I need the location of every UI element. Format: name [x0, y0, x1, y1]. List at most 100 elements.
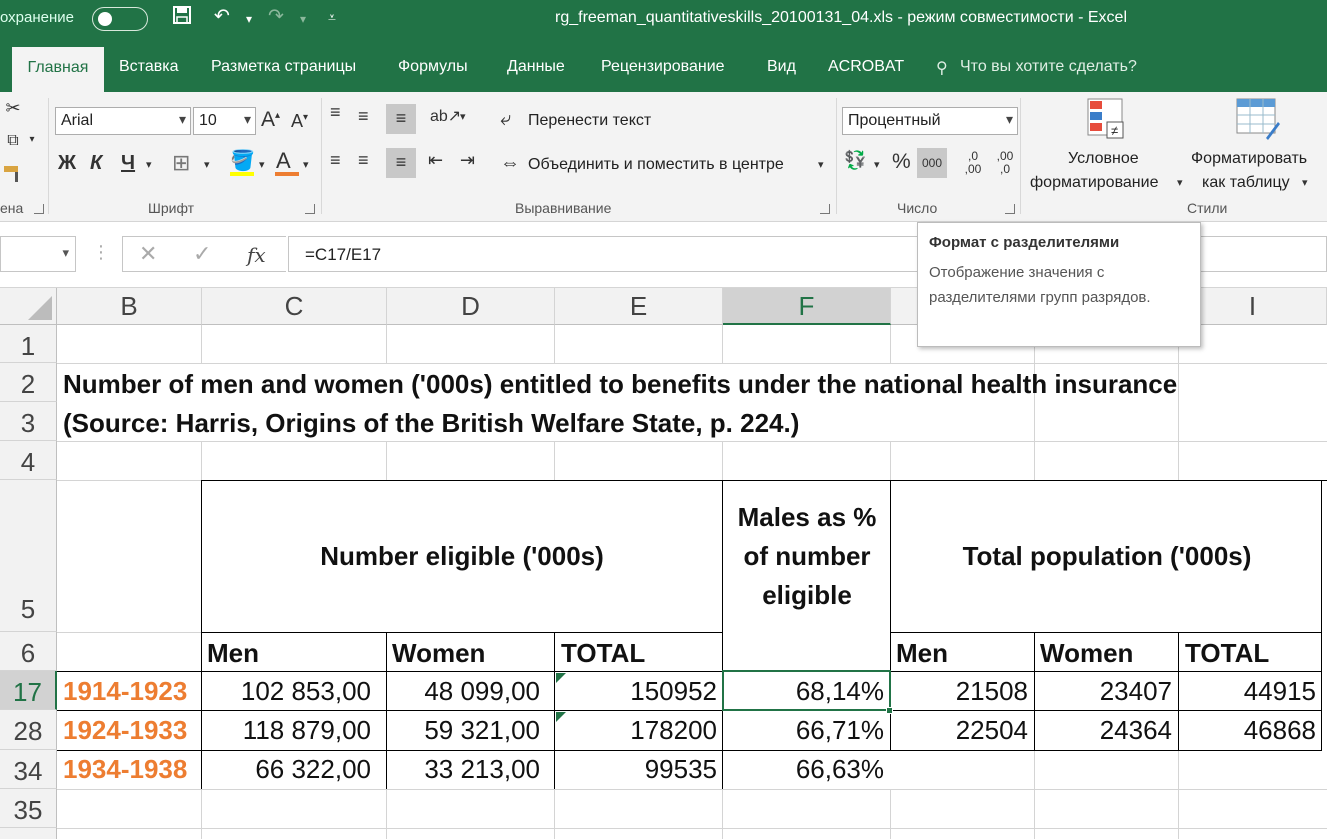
column-header-d[interactable]: D	[387, 288, 555, 325]
women-cell[interactable]: 59 321,00	[424, 715, 540, 745]
row-header-36[interactable]	[0, 828, 57, 839]
fill-handle[interactable]	[886, 707, 893, 714]
tab-page-layout[interactable]: Разметка страницы	[211, 58, 357, 75]
column-header-f[interactable]: F	[723, 288, 891, 325]
shrink-font-icon[interactable]: A▾	[291, 111, 309, 131]
wrap-text-icon[interactable]: ⤶	[500, 108, 512, 130]
alignment-launcher-icon[interactable]	[820, 204, 830, 214]
grow-font-icon[interactable]: A▴	[261, 108, 281, 131]
conditional-formatting-icon[interactable]: ≠	[1087, 98, 1129, 147]
tab-insert[interactable]: Вставка	[119, 58, 179, 75]
save-icon[interactable]	[172, 5, 192, 31]
clipboard-launcher-icon[interactable]	[34, 204, 44, 214]
subheader-pop-total[interactable]: TOTAL	[1185, 638, 1270, 668]
currency-dropdown-icon[interactable]: ▾	[874, 159, 880, 171]
men-cell[interactable]: 66 322,00	[255, 754, 371, 784]
tab-acrobat[interactable]: ACROBAT	[828, 58, 905, 75]
percent-button[interactable]: %	[892, 150, 911, 173]
row-header-35[interactable]: 35	[0, 789, 57, 828]
period-cell[interactable]: 1914-1923	[63, 676, 188, 706]
increase-decimal-button[interactable]: ,0 ,00	[964, 149, 982, 176]
number-launcher-icon[interactable]	[1005, 204, 1015, 214]
format-as-table-dropdown-icon[interactable]: ▾	[1302, 177, 1308, 189]
women-cell[interactable]: 33 213,00	[424, 754, 540, 784]
pop-total-cell[interactable]: 46868	[1243, 715, 1316, 745]
decrease-decimal-button[interactable]: ,00 ,0	[996, 149, 1014, 176]
align-center-icon[interactable]: ≡	[358, 150, 369, 170]
align-top-icon[interactable]: ≡	[330, 102, 341, 122]
font-name-combo[interactable]: Arial	[55, 107, 191, 135]
header-males-percent[interactable]: Males as % of number eligible	[737, 502, 877, 610]
undo-icon[interactable]: ↶	[214, 6, 230, 27]
autosave-toggle[interactable]	[92, 7, 148, 31]
merge-center-icon[interactable]: ⇔	[500, 152, 520, 174]
pop-total-cell[interactable]: 44915	[1243, 676, 1316, 706]
redo-icon[interactable]: ↷	[268, 6, 284, 27]
percent-cell[interactable]: 66,63%	[795, 754, 884, 784]
total-cell[interactable]: 178200	[630, 715, 717, 745]
merge-dropdown-icon[interactable]: ▾	[818, 159, 824, 171]
subheader-men[interactable]: Men	[207, 638, 259, 668]
decrease-indent-icon[interactable]: ⇤	[428, 150, 444, 170]
format-painter-icon[interactable]	[2, 164, 26, 191]
borders-dropdown-icon[interactable]: ▾	[204, 159, 210, 171]
total-cell[interactable]: 150952	[630, 676, 717, 706]
conditional-formatting-label-1[interactable]: Условное	[1068, 150, 1139, 167]
subheader-women[interactable]: Women	[392, 638, 486, 668]
align-middle-icon[interactable]: ≡	[358, 106, 369, 126]
underline-dropdown-icon[interactable]: ▾	[146, 159, 152, 171]
select-all-corner[interactable]	[0, 288, 57, 325]
orientation-icon[interactable]: ab↗	[430, 108, 462, 125]
sheet-title[interactable]: Number of men and women ('000s) entitled…	[63, 369, 1178, 399]
pop-men-cell[interactable]: 22504	[955, 715, 1028, 745]
column-header-e[interactable]: E	[555, 288, 723, 325]
tab-view[interactable]: Вид	[767, 58, 796, 75]
percent-cell[interactable]: 66,71%	[795, 715, 884, 745]
period-cell[interactable]: 1924-1933	[63, 715, 188, 745]
conditional-formatting-label-2[interactable]: форматирование	[1030, 174, 1159, 191]
copy-icon[interactable]: ⧉	[7, 132, 19, 149]
spreadsheet-grid[interactable]: B C D E F I 1 2 3 4 5 6 17 28 34 35	[0, 288, 1327, 839]
font-launcher-icon[interactable]	[305, 204, 315, 214]
tab-review[interactable]: Рецензирование	[601, 58, 725, 75]
column-header-i[interactable]: I	[1179, 288, 1327, 325]
pop-men-cell[interactable]: 21508	[955, 676, 1028, 706]
align-bottom-icon[interactable]: ≡	[386, 104, 416, 134]
enter-icon[interactable]: ✓	[193, 241, 212, 266]
row-header-6[interactable]: 6	[0, 632, 57, 671]
redo-dropdown-icon[interactable]: ▾	[300, 12, 307, 26]
format-as-table-label-2[interactable]: как таблицу	[1202, 174, 1290, 191]
tell-me-input[interactable]: Что вы хотите сделать?	[960, 58, 1137, 75]
customize-qat-icon[interactable]: ⩡	[328, 9, 336, 25]
row-header-28[interactable]: 28	[0, 710, 57, 750]
align-right-icon[interactable]: ≡	[386, 148, 416, 178]
merge-center-button[interactable]: Объединить и поместить в центре	[528, 156, 784, 173]
error-indicator-icon[interactable]	[556, 712, 566, 722]
tab-formulas[interactable]: Формулы	[398, 58, 468, 75]
men-cell[interactable]: 102 853,00	[240, 676, 371, 706]
row-header-1[interactable]: 1	[0, 325, 57, 363]
fill-color-icon[interactable]: 🪣	[230, 150, 255, 172]
row-header-17[interactable]: 17	[0, 671, 57, 710]
subheader-pop-men[interactable]: Men	[896, 638, 948, 668]
row-header-4[interactable]: 4	[0, 441, 57, 480]
fill-color-dropdown-icon[interactable]: ▾	[259, 159, 265, 171]
undo-dropdown-icon[interactable]: ▾	[246, 12, 253, 26]
conditional-formatting-dropdown-icon[interactable]: ▾	[1177, 177, 1183, 189]
row-header-2[interactable]: 2	[0, 363, 57, 402]
align-left-icon[interactable]: ≡	[330, 150, 341, 170]
column-header-c[interactable]: C	[202, 288, 387, 325]
italic-button[interactable]: К	[90, 152, 103, 174]
cut-icon[interactable]: ✂	[5, 98, 21, 118]
period-cell[interactable]: 1934-1938	[63, 754, 188, 784]
error-indicator-icon[interactable]	[556, 673, 566, 683]
borders-icon[interactable]: ⊞	[172, 150, 191, 175]
tab-data[interactable]: Данные	[507, 58, 565, 75]
currency-icon[interactable]: 💱	[844, 150, 867, 170]
men-cell[interactable]: 118 879,00	[242, 715, 371, 745]
pop-women-cell[interactable]: 23407	[1099, 676, 1172, 706]
subheader-total[interactable]: TOTAL	[561, 638, 646, 668]
header-total-population[interactable]: Total population ('000s)	[962, 541, 1252, 571]
name-box[interactable]	[0, 236, 76, 272]
font-color-icon[interactable]: A	[276, 148, 291, 173]
